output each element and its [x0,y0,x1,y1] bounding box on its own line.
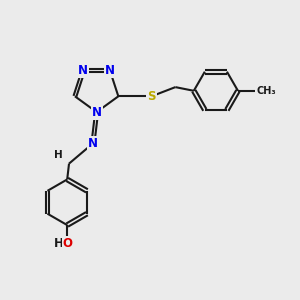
Text: O: O [62,237,72,250]
Text: H: H [54,237,64,250]
Text: H: H [54,150,62,160]
Text: N: N [92,106,102,118]
Text: N: N [105,64,115,77]
Text: S: S [147,90,156,103]
Text: N: N [88,137,98,150]
Text: CH₃: CH₃ [256,86,276,96]
Text: N: N [78,64,88,77]
